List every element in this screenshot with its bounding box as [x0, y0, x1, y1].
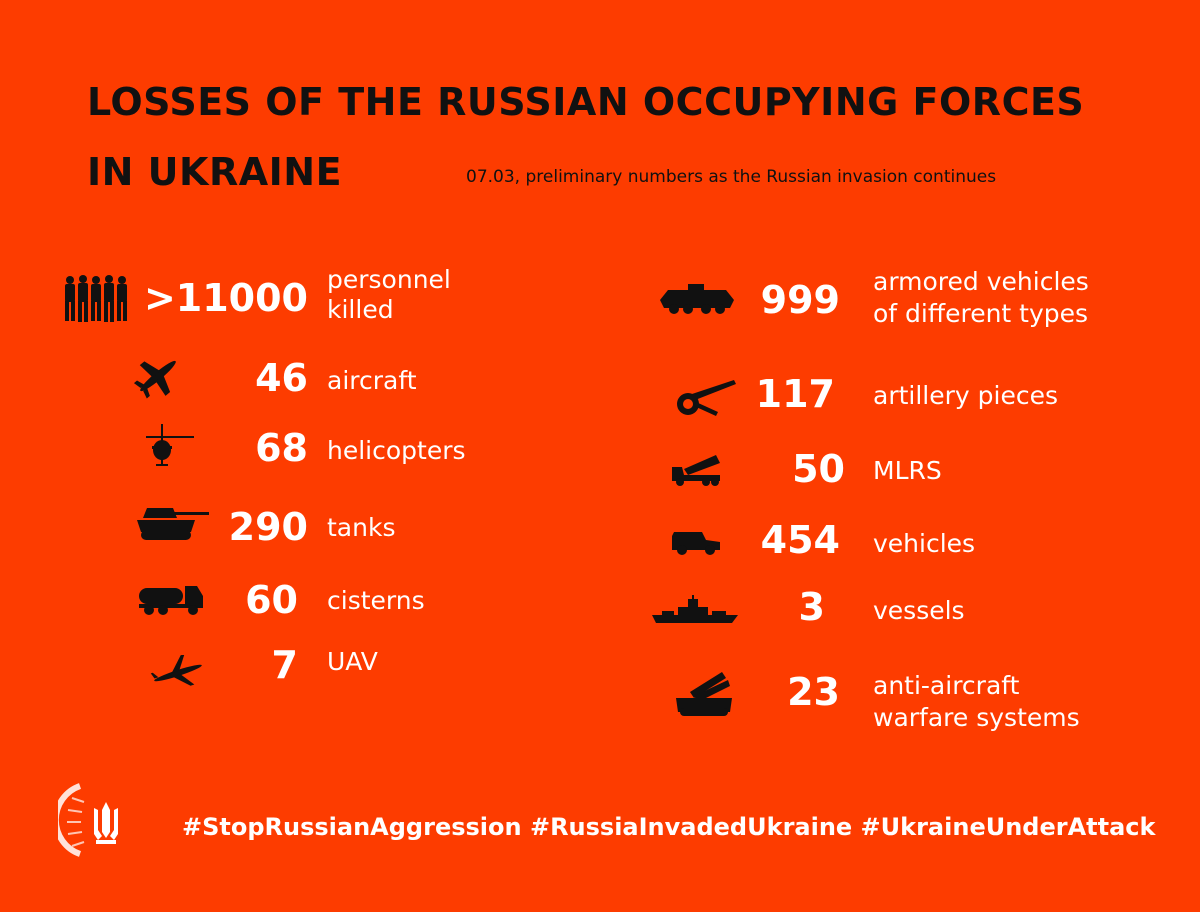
stat-number: 46	[255, 356, 308, 400]
stat-number: 60	[245, 578, 298, 622]
stat-number: 68	[255, 426, 308, 470]
stat-number: 3	[798, 585, 825, 629]
vessel-icon	[652, 595, 738, 623]
stat-aircraft: 46 aircraft	[0, 350, 600, 410]
stat-number: 7	[271, 643, 298, 687]
stat-label: artillery pieces	[873, 381, 1058, 410]
stat-anti-aircraft: 23 anti-aircraft warfare systems	[600, 668, 1200, 732]
stat-number: 290	[228, 505, 308, 549]
stat-vessels: 3 vessels	[600, 585, 1200, 645]
anti-aircraft-icon	[676, 672, 732, 716]
page-subtitle: 07.03, preliminary numbers as the Russia…	[466, 167, 997, 187]
uav-icon	[150, 655, 202, 686]
trident-logo-icon	[58, 783, 118, 857]
stat-label: armored vehicles	[873, 267, 1089, 296]
stat-label: personnel	[327, 265, 451, 294]
stat-label: MLRS	[873, 456, 942, 485]
mlrs-icon	[672, 455, 720, 486]
page-title-line2: IN UKRAINE	[87, 150, 343, 194]
artillery-icon	[677, 380, 736, 416]
stat-label: UAV	[327, 647, 378, 676]
cistern-icon	[139, 586, 203, 615]
stat-vehicles: 454 vehicles	[600, 518, 1200, 578]
stat-label: aircraft	[327, 366, 417, 395]
vehicle-icon	[672, 532, 720, 555]
stat-artillery: 117 artillery pieces	[600, 370, 1200, 430]
stat-mlrs: 50 MLRS	[600, 445, 1200, 505]
stat-label: vessels	[873, 596, 965, 625]
stat-label: vehicles	[873, 529, 976, 558]
stat-helicopters: 68 helicopters	[0, 420, 600, 480]
stat-uav: 7 UAV	[0, 637, 600, 697]
page-title: LOSSES OF THE RUSSIAN OCCUPYING FORCES	[87, 80, 1085, 124]
stat-tanks: 290 tanks	[0, 497, 600, 557]
stat-number: 999	[760, 278, 840, 322]
tank-icon	[137, 508, 209, 540]
stat-label: tanks	[327, 513, 396, 542]
aircraft-icon	[133, 360, 176, 399]
armored-vehicle-icon	[660, 284, 734, 314]
soldiers-icon	[65, 275, 127, 322]
stat-number: 117	[755, 372, 835, 416]
helicopter-icon	[146, 424, 194, 466]
stat-label-line2: of different types	[873, 299, 1089, 328]
stat-number: 23	[787, 670, 840, 714]
stat-label: cisterns	[327, 586, 425, 615]
stat-label: helicopters	[327, 436, 466, 465]
stat-personnel: >11000 personnel killed	[0, 264, 600, 324]
stat-number: 454	[760, 518, 840, 562]
stat-label-line2: killed	[327, 295, 394, 324]
hashtags: #StopRussianAggression #RussiaInvadedUkr…	[182, 813, 1156, 841]
stat-armored-vehicles: 999 armored vehicles of different types	[600, 264, 1200, 328]
stat-number: 50	[792, 447, 845, 491]
stat-label-line2: warfare systems	[873, 703, 1080, 732]
stat-cisterns: 60 cisterns	[0, 570, 600, 630]
stat-label: anti-aircraft	[873, 671, 1020, 700]
stat-number: >11000	[143, 276, 308, 320]
